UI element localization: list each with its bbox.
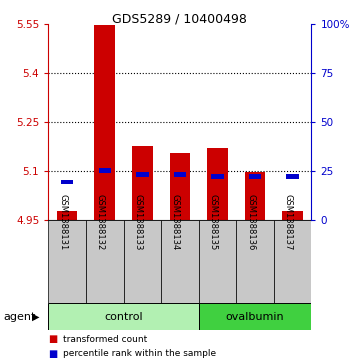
Text: ▶: ▶ [32, 312, 40, 322]
Bar [136, 172, 149, 177]
Bar [61, 180, 73, 184]
Text: GSM1388136: GSM1388136 [246, 194, 255, 250]
Bar [274, 220, 311, 303]
Bar [161, 220, 199, 303]
Bar [132, 146, 153, 220]
Text: percentile rank within the sample: percentile rank within the sample [63, 350, 216, 358]
Bar [124, 220, 161, 303]
Bar [95, 25, 115, 220]
Bar [48, 220, 86, 303]
Text: agent: agent [4, 312, 36, 322]
Bar [174, 172, 186, 177]
Text: GDS5289 / 10400498: GDS5289 / 10400498 [112, 13, 246, 26]
Bar [98, 168, 111, 173]
Text: GSM1388131: GSM1388131 [58, 194, 67, 250]
Text: ovalbumin: ovalbumin [226, 312, 284, 322]
Text: ■: ■ [48, 349, 58, 359]
Bar [211, 174, 224, 179]
Text: transformed count: transformed count [63, 335, 147, 344]
Bar [48, 303, 199, 330]
Bar [245, 172, 265, 220]
Bar [207, 148, 228, 220]
Bar [199, 220, 236, 303]
Bar [249, 174, 261, 179]
Text: GSM1388137: GSM1388137 [284, 194, 292, 250]
Bar [282, 212, 303, 220]
Bar [199, 303, 311, 330]
Text: GSM1388132: GSM1388132 [96, 194, 105, 250]
Text: GSM1388134: GSM1388134 [171, 194, 180, 250]
Text: GSM1388135: GSM1388135 [208, 194, 217, 250]
Bar [170, 152, 190, 220]
Bar [86, 220, 124, 303]
Bar [57, 212, 77, 220]
Text: ■: ■ [48, 334, 58, 344]
Text: GSM1388133: GSM1388133 [133, 194, 142, 250]
Bar [236, 220, 274, 303]
Bar [286, 174, 299, 179]
Text: control: control [104, 312, 143, 322]
